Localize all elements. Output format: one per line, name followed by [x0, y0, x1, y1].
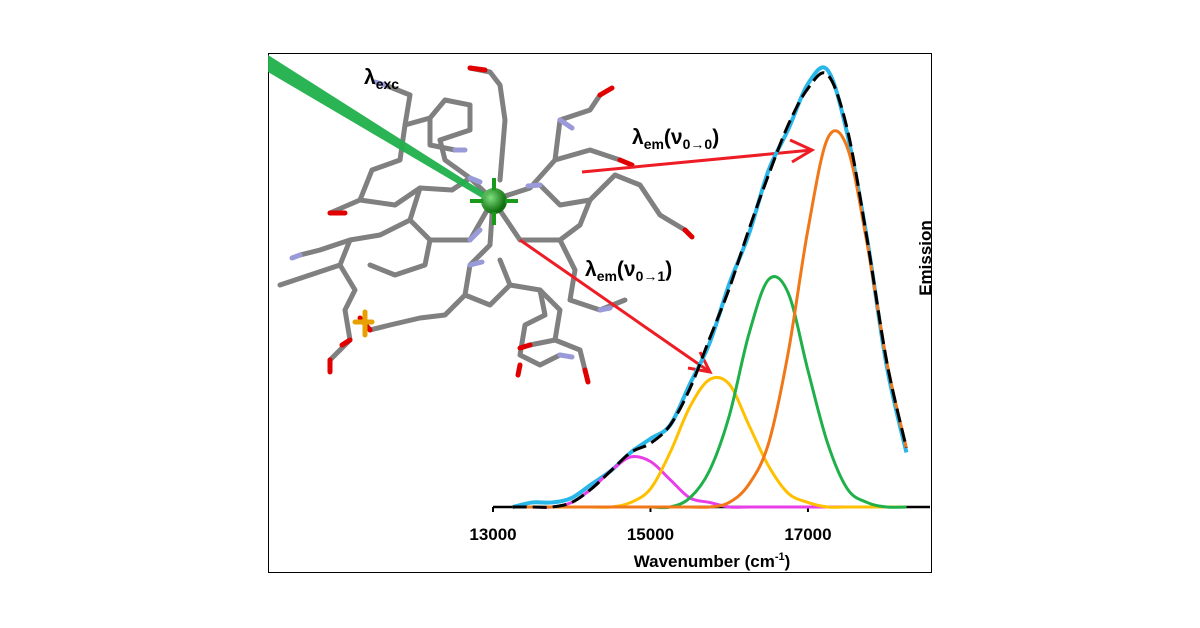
- annotation-part: (ν: [664, 126, 683, 149]
- x-label-sup: -1: [775, 551, 785, 563]
- x-axis-label: Wavenumber (cm-1): [634, 551, 791, 571]
- frame: [268, 53, 932, 573]
- annotation-part: ): [665, 258, 672, 281]
- series-line: [512, 71, 908, 509]
- annotation-part: λ: [632, 126, 644, 149]
- annotation-part: λ: [364, 66, 376, 89]
- y-axis-label: Emission: [916, 220, 935, 296]
- annotation: λexc: [364, 66, 399, 92]
- annotation-part: 0→1: [636, 268, 666, 284]
- annotation-part: ): [712, 126, 719, 149]
- annotation: λem(ν0→1): [585, 258, 672, 284]
- annotation-part: λ: [585, 258, 597, 281]
- series-line: [512, 129, 908, 509]
- plot: 13000 15000 17000: [469, 65, 930, 544]
- x-tick-label: 15000: [627, 525, 674, 544]
- annotation-part: em: [597, 268, 617, 284]
- molecule: [268, 55, 695, 385]
- x-label-text: Wavenumber (cm: [634, 552, 775, 571]
- x-tick-label: 13000: [469, 525, 516, 544]
- annotation-part: (ν: [617, 258, 636, 281]
- annotation-part: em: [644, 136, 664, 152]
- annotation: λem(ν0→0): [632, 126, 719, 152]
- annotation-part: exc: [376, 76, 400, 92]
- annotation-part: 0→0: [683, 136, 713, 152]
- x-label-end: ): [785, 552, 791, 571]
- x-tick-label: 17000: [784, 525, 831, 544]
